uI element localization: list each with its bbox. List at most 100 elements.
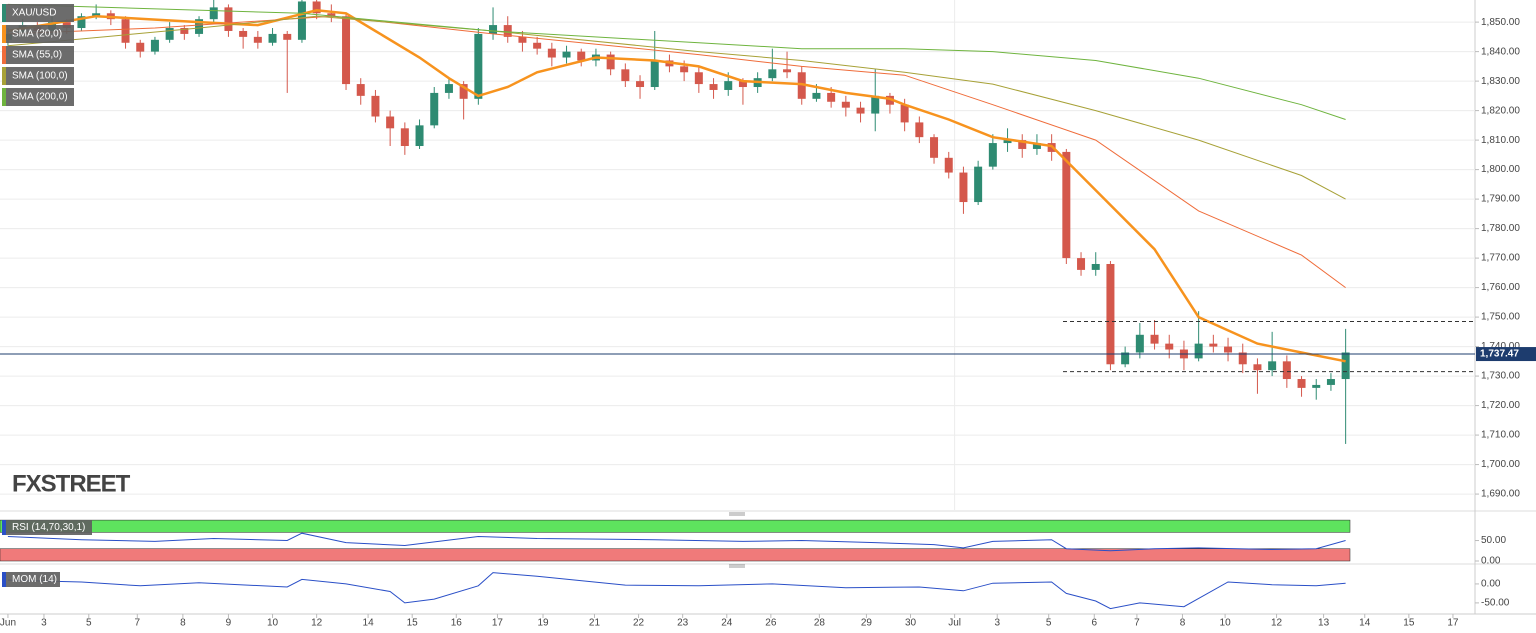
x-tick-label: 26 [765,618,777,629]
candle-body [1003,140,1012,144]
candle-body [547,48,556,58]
indicator-legend-box [2,520,92,535]
last-price-label: 1,737.47 [1480,349,1519,360]
x-tick-label: 5 [86,618,92,629]
y-tick-label: 1,770.00 [1481,253,1520,264]
indicator-line [7,572,1346,610]
candle-body [724,81,733,90]
candle-body [518,36,527,43]
sma-line [7,9,1346,363]
candle-body [1032,143,1041,149]
candle-body [1135,334,1144,353]
candle-body [636,81,645,88]
candle-body [797,72,806,99]
x-tick-label: 17 [1447,618,1459,629]
legend-swatch [2,46,6,64]
candle-body [1062,151,1071,259]
candle-body [253,36,262,43]
candle-body [503,25,512,37]
candle-body [386,116,395,129]
candle-body [342,16,351,85]
indicator-line [7,532,1346,552]
candle-body [1238,352,1247,365]
candle-body [680,66,689,73]
candle-body [92,13,101,17]
candle-body [709,84,718,90]
y-tick-label: 1,760.00 [1481,282,1520,293]
y-tick-label: 0.00 [1481,579,1501,590]
x-tick-label: 9 [226,618,232,629]
candle-body [900,104,909,123]
candle-body [1268,361,1277,371]
candle-body [77,16,86,29]
legend-box [2,4,74,22]
legend-label: SMA (100,0) [12,71,68,82]
y-tick-label: 1,720.00 [1481,400,1520,411]
x-tick-label: 7 [135,618,141,629]
candle-body [1253,364,1262,371]
candle-body [650,60,659,88]
x-tick-label: 6 [1091,618,1097,629]
y-tick-label: 0.00 [1481,556,1501,567]
candle-body [180,28,189,34]
candle-body [415,125,424,147]
x-tick-label: 8 [180,618,186,629]
sma-line [7,3,1346,120]
candle-body [356,84,365,96]
candle-body [209,7,218,20]
candle-body [1209,343,1218,347]
y-tick-label: 1,790.00 [1481,194,1520,205]
y-tick-label: 50.00 [1481,535,1506,546]
y-tick-label: 1,850.00 [1481,17,1520,28]
candle-body [1150,334,1159,344]
indicator-legend-label: RSI (14,70,30,1) [12,522,85,533]
candle-body [1091,263,1100,270]
candle-body [327,13,336,17]
candle-body [871,95,880,114]
y-tick-label: 1,690.00 [1481,489,1520,500]
candle-body [738,81,747,88]
candle-body [533,42,542,49]
x-tick-label: 7 [1134,618,1140,629]
candle-body [988,143,997,167]
x-tick-label: 28 [814,618,826,629]
legend-label: SMA (55,0) [12,50,62,61]
x-tick-label: 3 [994,618,1000,629]
candle-body [577,51,586,61]
candle-body [783,69,792,73]
legend-label: XAU/USD [12,8,56,19]
candle-body [371,95,380,117]
candle-body [1224,346,1233,353]
candle-body [1297,379,1306,388]
x-tick-label: 10 [267,618,279,629]
candle-body [1077,258,1086,270]
last-price-box [1476,347,1536,362]
candle-body [283,33,292,40]
y-tick-label: 1,710.00 [1481,430,1520,441]
x-tick-label: 12 [1271,618,1283,629]
candle-body [944,157,953,173]
legend-label: SMA (20,0) [12,29,62,40]
y-tick-label: 1,830.00 [1481,76,1520,87]
candle-body [312,1,321,14]
y-tick-label: 1,810.00 [1481,135,1520,146]
legend-box [2,88,74,106]
candle-body [239,30,248,37]
candle-body [165,28,174,40]
y-tick-label: 1,740.00 [1481,341,1520,352]
candle-body [121,19,130,43]
candle-body [224,7,233,31]
x-tick-label: 22 [633,618,645,629]
x-tick-label: 14 [1359,618,1371,629]
x-tick-label: 14 [363,618,375,629]
x-tick-label: 16 [451,618,463,629]
x-tick-label: 23 [677,618,689,629]
candle-body [1282,361,1291,380]
rsi-band [0,548,1351,562]
watermark: FXSTREET [12,470,131,497]
candle-body [195,19,204,34]
legend-box [2,25,74,43]
